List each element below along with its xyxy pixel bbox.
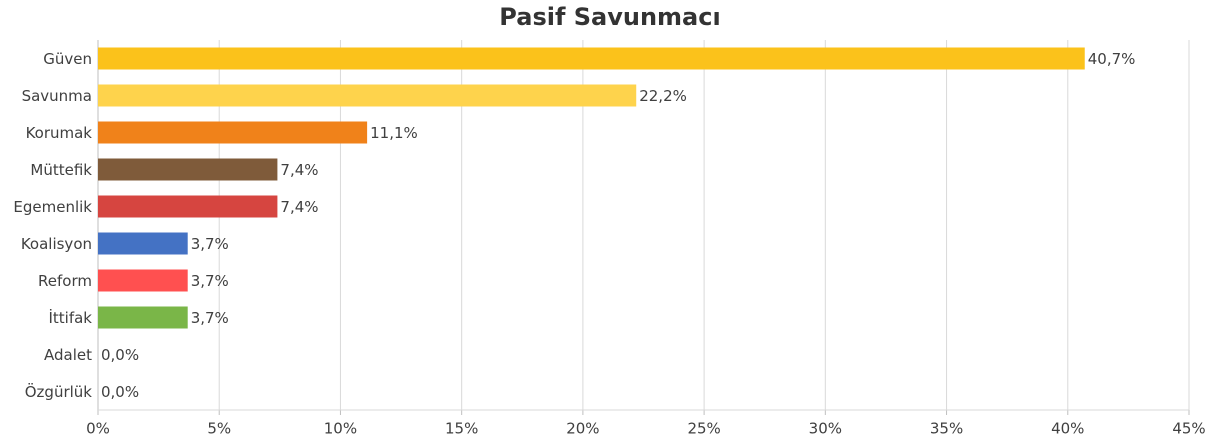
x-tick-label: 10% — [324, 420, 357, 438]
y-tick-label: Müttefik — [30, 161, 92, 179]
x-tick-label: 40% — [1051, 420, 1084, 438]
bar — [98, 306, 188, 329]
bar — [98, 84, 637, 107]
chart-title: Pasif Savunmacı — [499, 3, 720, 31]
x-tick-label: 30% — [809, 420, 842, 438]
bar — [98, 47, 1085, 70]
x-tick-label: 15% — [445, 420, 478, 438]
y-tick-label: Koalisyon — [21, 235, 92, 253]
value-label: 22,2% — [639, 87, 687, 105]
value-label: 3,7% — [191, 309, 229, 327]
value-label: 0,0% — [101, 346, 139, 364]
y-tick-label: İttifak — [48, 308, 92, 327]
x-tick-label: 0% — [86, 420, 110, 438]
y-tick-label: Güven — [43, 50, 92, 68]
y-tick-label: Özgürlük — [25, 382, 93, 401]
y-tick-label: Savunma — [22, 87, 92, 105]
bar — [98, 121, 368, 144]
bar — [98, 158, 278, 181]
x-tick-label: 35% — [930, 420, 963, 438]
x-tick-label: 25% — [687, 420, 720, 438]
value-label: 3,7% — [191, 235, 229, 253]
value-label: 40,7% — [1088, 50, 1136, 68]
y-tick-label: Korumak — [26, 124, 93, 142]
value-label: 3,7% — [191, 272, 229, 290]
value-label: 7,4% — [280, 161, 318, 179]
x-tick-label: 20% — [566, 420, 599, 438]
x-tick-label: 5% — [207, 420, 231, 438]
x-tick-label: 45% — [1172, 420, 1205, 438]
y-tick-label: Reform — [38, 272, 92, 290]
bar — [98, 195, 278, 218]
value-label: 0,0% — [101, 383, 139, 401]
bar — [98, 269, 188, 292]
bar — [98, 232, 188, 255]
y-tick-label: Adalet — [44, 346, 92, 364]
y-tick-label: Egemenlik — [13, 198, 92, 216]
value-label: 7,4% — [280, 198, 318, 216]
value-label: 11,1% — [370, 124, 418, 142]
